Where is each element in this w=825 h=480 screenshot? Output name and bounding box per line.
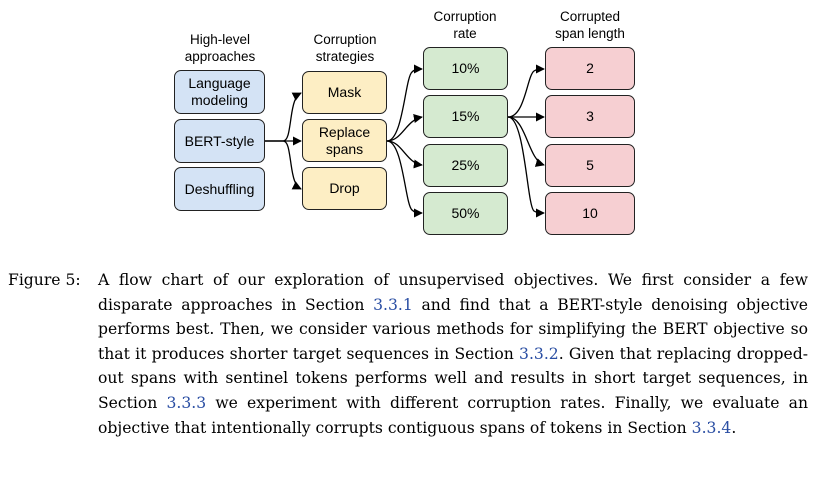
arrow-replace-to-rate-15 (386, 114, 423, 142)
caption-text: A flow chart of our exploration of unsup… (98, 271, 808, 314)
figure-caption: Figure 5: A flow chart of our exploratio… (8, 268, 808, 440)
strategy-replace-spans: Replace spans (302, 119, 387, 162)
caption-text: we experiment with different corruption … (98, 393, 808, 437)
rate-25: 25% (423, 144, 508, 187)
span-length-10: 10 (545, 192, 635, 235)
arrow-replace-to-rate-50 (386, 140, 423, 218)
span-length-2: 2 (545, 47, 635, 90)
arrow-rate15-to-span-10 (507, 116, 545, 218)
strategy-drop: Drop (302, 167, 387, 210)
section-link-3-3-3[interactable]: 3.3.3 (166, 393, 207, 412)
caption-text: and find that a BERT-style denoising obj… (98, 295, 809, 363)
arrow-bert-to-drop (265, 140, 302, 190)
arrow-layer (265, 64, 545, 218)
arrow-rate15-to-span-5 (507, 116, 545, 167)
approach-bert-style: BERT-style (174, 119, 265, 163)
arrow-replace-to-rate-10 (386, 64, 423, 142)
section-link-3-3-1[interactable]: 3.3.1 (373, 295, 413, 314)
rate-10: 10% (423, 47, 508, 90)
caption-text: . (731, 418, 737, 437)
caption-text: . Given that replacing dropped-out spans… (98, 344, 808, 412)
header-rate: Corruption rate (433, 9, 497, 41)
rate-50: 50% (423, 192, 508, 235)
caption-body: A flow chart of our exploration of unsup… (98, 268, 808, 440)
section-link-3-3-4[interactable]: 3.3.4 (691, 418, 732, 437)
span-length-3: 3 (545, 95, 635, 138)
header-approaches: High-level approaches (184, 32, 256, 64)
approach-language-modeling: Language modeling (174, 70, 265, 114)
arrow-bert-to-mask (265, 92, 302, 142)
flow-chart: High-level approaches Corruption strateg… (174, 9, 635, 235)
approach-deshuffling: Deshuffling (174, 167, 265, 211)
section-link-3-3-2[interactable]: 3.3.2 (519, 344, 559, 363)
arrow-rate15-to-span-2 (507, 64, 545, 118)
rate-15: 15% (423, 95, 508, 138)
arrow-replace-to-rate-25 (386, 140, 423, 169)
header-strategies: Corruption strategies (313, 32, 377, 64)
span-length-5: 5 (545, 144, 635, 187)
figure-label: Figure 5: (8, 271, 81, 289)
strategy-mask: Mask (302, 71, 387, 114)
header-span-length: Corrupted span length (555, 9, 625, 41)
